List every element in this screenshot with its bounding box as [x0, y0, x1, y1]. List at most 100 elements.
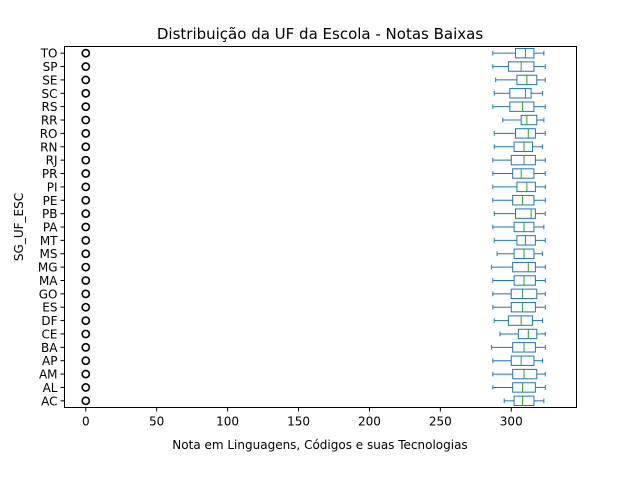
y-axis: ACALAMAPBACEDFESGOMAMGMSMTPAPBPEPIPRRJRN…: [38, 47, 65, 408]
box-iqr: [515, 208, 536, 219]
y-tick-label: PB: [42, 207, 57, 221]
outlier-point: [81, 329, 91, 339]
box-iqr: [510, 302, 536, 313]
box-iqr: [510, 355, 535, 366]
outlier-point: [81, 276, 91, 285]
outlier-point: [81, 142, 91, 152]
y-tick-label: SP: [43, 60, 58, 74]
outlier-point: [81, 209, 91, 219]
box-sc: [81, 88, 543, 99]
outlier-point: [81, 383, 91, 392]
box-pb: [81, 208, 546, 219]
box-mt: [81, 235, 546, 246]
outlier-point: [81, 88, 91, 98]
y-tick-label: RN: [40, 140, 57, 154]
x-tick-label: 300: [500, 415, 523, 429]
outlier-point: [81, 356, 91, 366]
box-rn: [81, 141, 543, 152]
box-iqr: [517, 328, 538, 340]
box-iqr: [510, 288, 538, 300]
box-iqr: [516, 235, 536, 246]
x-tick-label: 250: [429, 415, 452, 429]
y-tick-label: MT: [40, 234, 58, 248]
y-tick-label: MA: [39, 274, 58, 288]
box-iqr: [510, 154, 536, 166]
y-tick-label: RR: [41, 114, 58, 128]
x-tick-label: 50: [149, 415, 164, 429]
box-ac: [81, 395, 545, 407]
box-iqr: [507, 315, 534, 326]
box-iqr: [515, 47, 535, 59]
y-tick-label: PA: [43, 221, 58, 235]
outlier-point: [81, 102, 91, 112]
outlier-point: [81, 115, 91, 125]
y-tick-label: SC: [42, 87, 58, 101]
y-tick-label: GO: [39, 287, 58, 301]
outlier-point: [81, 302, 91, 312]
outlier-point: [81, 316, 91, 325]
outlier-point: [81, 235, 91, 245]
outlier-point: [81, 249, 91, 259]
x-tick-label: 200: [358, 415, 381, 429]
box-rs: [81, 101, 546, 112]
box-iqr: [516, 181, 536, 193]
y-tick-label: PI: [47, 180, 58, 194]
box-iqr: [513, 395, 535, 407]
box-iqr: [515, 128, 536, 139]
box-rj: [81, 154, 546, 166]
box-iqr: [520, 114, 538, 126]
y-tick-label: DF: [41, 314, 57, 328]
box-iqr: [512, 382, 536, 393]
y-tick-label: AP: [42, 354, 57, 368]
box-ma: [81, 275, 546, 286]
box-am: [81, 368, 546, 380]
y-tick-label: RJ: [46, 154, 58, 168]
box-iqr: [512, 195, 535, 206]
box-ce: [81, 328, 546, 340]
outlier-point: [81, 369, 91, 379]
box-sp: [81, 61, 546, 72]
y-tick-label: ES: [42, 301, 57, 315]
box-iqr: [513, 141, 534, 152]
x-tick-label: 0: [82, 415, 90, 429]
box-iqr: [512, 261, 536, 273]
box-se: [81, 74, 546, 86]
outlier-point: [81, 182, 91, 192]
box-ba: [81, 342, 546, 353]
box-iqr: [509, 88, 532, 99]
outlier-point: [81, 62, 91, 71]
y-tick-label: TO: [40, 47, 58, 61]
y-tick-label: PR: [42, 167, 58, 181]
box-iqr: [512, 168, 535, 179]
y-axis-label: SG_UF_ESC: [12, 193, 26, 261]
y-tick-label: CE: [42, 327, 58, 341]
outlier-point: [81, 155, 91, 165]
box-pa: [81, 221, 545, 233]
box-df: [81, 315, 543, 326]
box-pe: [81, 195, 546, 206]
x-axis-label: Nota em Linguagens, Códigos e suas Tecno…: [172, 438, 467, 452]
outlier-point: [81, 169, 91, 178]
y-tick-label: SE: [42, 73, 57, 87]
outlier-point: [81, 342, 91, 352]
box-go: [81, 288, 546, 300]
box-ms: [81, 248, 543, 259]
outlier-point: [81, 289, 91, 299]
chart-title: Distribuição da UF da Escola - Notas Bai…: [157, 25, 483, 43]
box-iqr: [513, 275, 536, 286]
y-tick-label: PE: [43, 194, 58, 208]
outlier-point: [81, 129, 91, 138]
outlier-point: [81, 396, 91, 406]
box-pr: [81, 168, 546, 179]
y-tick-label: BA: [41, 341, 58, 355]
x-axis: 0 50 100 150 200 250 300: [82, 407, 523, 429]
box-ro: [81, 128, 546, 139]
y-tick-label: MS: [40, 247, 58, 261]
outlier-point: [81, 222, 91, 232]
box-iqr: [509, 101, 535, 112]
y-tick-label: RO: [40, 127, 58, 141]
outlier-point: [81, 195, 91, 205]
box-es: [81, 302, 546, 313]
box-ap: [81, 355, 543, 366]
